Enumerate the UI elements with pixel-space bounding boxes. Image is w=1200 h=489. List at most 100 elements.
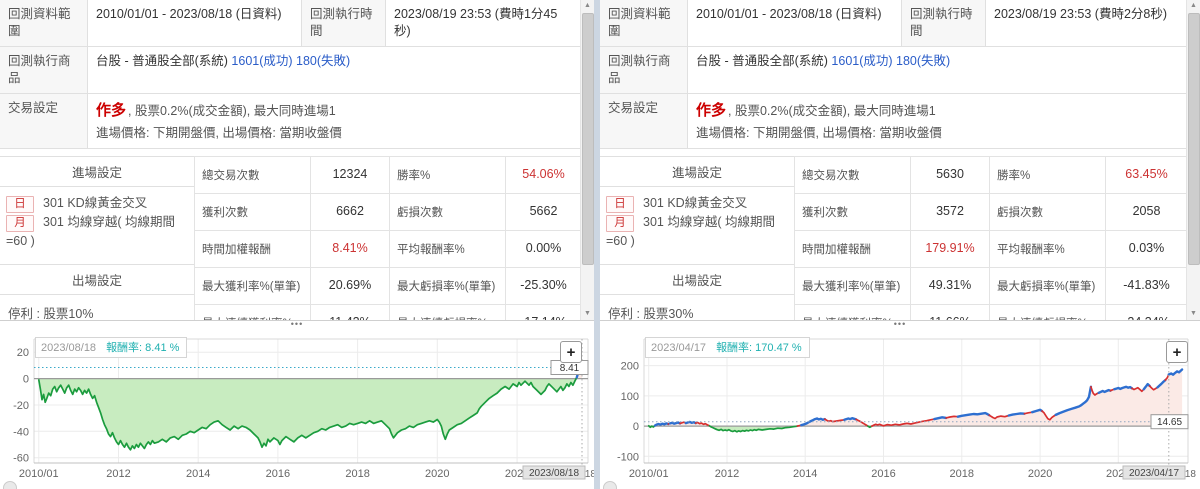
trade-prices: 進場價格: 下期開盤價, 出場價格: 當期收盤價	[696, 125, 942, 140]
info-row-trade-settings: 交易設定 作多, 股票0.2%(成交金額), 最大同時進場1 進場價格: 下期開…	[600, 93, 1187, 149]
product-label: 回測執行商品	[0, 46, 88, 94]
stat-value: -25.30%	[520, 277, 567, 292]
svg-text:2016: 2016	[266, 468, 290, 480]
backtest-panel-left: 回測資料範圍 2010/01/01 - 2023/08/18 (日資料) 回測執…	[0, 0, 600, 489]
stat-label: 獲利次數	[195, 193, 311, 230]
scroll-up-icon[interactable]: ▲	[1190, 2, 1197, 9]
stats-table-row: 最大連續獲利率%11.66%最大連續虧損率%-24.34%	[795, 304, 1187, 320]
stat-label: 總交易次數	[795, 156, 911, 193]
cursor-date: 2023/08/18	[41, 342, 97, 354]
stat-label: 最大連續虧損率%	[390, 304, 506, 320]
splitter-handle-icon[interactable]: •••	[893, 319, 907, 329]
svg-text:14.65: 14.65	[1157, 417, 1182, 428]
exec-time-label: 回測執行時間	[902, 0, 986, 47]
cursor-date: 2023/04/17	[651, 342, 707, 354]
chart-zoom-button[interactable]: +	[1166, 341, 1188, 363]
exec-time-label: 回測執行時間	[302, 0, 386, 47]
stat-value: 3572	[911, 193, 990, 230]
stats-table-row: 最大獲利率%(單筆) 49.31% 最大虧損率%(單筆) -41.83%	[795, 267, 1187, 305]
scroll-down-icon[interactable]: ▼	[1190, 310, 1197, 317]
exec-time-value: 2023/08/19 23:53 (費時1分45秒)	[386, 0, 581, 47]
scrollbar-thumb[interactable]	[582, 13, 594, 265]
stat-value: 8.41%	[311, 230, 390, 267]
exit-rules-list: 停利 : 股票10%停損 : 股票10%	[0, 295, 194, 321]
entry-condition: 月 301 均線穿越( 均線期間=60 )	[6, 213, 190, 251]
vertical-scrollbar[interactable]: ▲ ▼	[1186, 0, 1200, 320]
frequency-badge-icon: 日	[6, 195, 34, 213]
equity-curve-chart[interactable]: 14.65 2010/01 2012 2014 2016 2018 2020 2022 200 1…	[600, 331, 1200, 489]
entry-settings-header: 進場設定	[0, 155, 194, 187]
chart-tooltip: 2023/04/17 報酬率: 170.47 %	[645, 337, 810, 358]
svg-text:2014: 2014	[793, 468, 817, 480]
vertical-scrollbar[interactable]: ▲ ▼	[580, 0, 594, 320]
stats-table-row: 獲利次數 3572 虧損次數 2058	[795, 193, 1187, 231]
splitter-handle-icon[interactable]: •••	[290, 319, 304, 329]
report-pane: 回測資料範圍 2010/01/01 - 2023/08/18 (日資料) 回測執…	[0, 0, 594, 321]
product-result-links[interactable]: 1601(成功) 180(失敗)	[231, 53, 351, 68]
svg-text:8.41: 8.41	[560, 363, 580, 374]
svg-text:2020: 2020	[425, 468, 449, 480]
stat-value: -17.14%	[506, 305, 581, 321]
report-content: 回測資料範圍 2010/01/01 - 2023/08/18 (日資料) 回測執…	[600, 0, 1187, 321]
stat-label: 勝率%	[990, 156, 1106, 193]
stat-label: 最大連續獲利率%	[195, 304, 311, 320]
svg-text:-20: -20	[13, 400, 29, 412]
svg-text:2018: 2018	[345, 468, 369, 480]
stat-label: 總交易次數	[195, 156, 311, 193]
exit-rules-list: 停利 : 股票30%停損 : 股票30%	[600, 295, 794, 321]
info-row-range: 回測資料範圍 2010/01/01 - 2023/08/18 (日資料) 回測執…	[600, 0, 1187, 47]
svg-text:2014: 2014	[186, 468, 210, 480]
svg-text:2018: 2018	[950, 468, 974, 480]
entry-condition: 月 301 均線穿越( 均線期間=60 )	[606, 213, 790, 251]
trade-settings-label: 交易設定	[600, 93, 688, 149]
stat-value: 11.42%	[311, 304, 390, 320]
exit-rule: 停利 : 股票10%	[8, 306, 94, 321]
entry-condition-text: 301 KD線黃金交叉	[43, 195, 148, 210]
entry-condition-text: 301 均線穿越( 均線期間=60 )	[6, 214, 175, 248]
trade-detail: , 股票0.2%(成交金額), 最大同時進場1	[728, 103, 936, 118]
trade-prices: 進場價格: 下期開盤價, 出場價格: 當期收盤價	[96, 125, 342, 140]
product-result-links[interactable]: 1601(成功) 180(失敗)	[831, 53, 951, 68]
backtest-panel-right: 回測資料範圍 2010/01/01 - 2023/08/18 (日資料) 回測執…	[600, 0, 1200, 489]
entry-settings-header: 進場設定	[600, 155, 794, 187]
product-name: 台股 - 普通股全部(系統)	[96, 53, 228, 68]
stat-label: 平均報酬率%	[390, 230, 506, 267]
svg-text:200: 200	[621, 361, 639, 373]
stat-value: 54.06%	[522, 166, 565, 181]
info-row-trade-settings: 交易設定 作多, 股票0.2%(成交金額), 最大同時進場1 進場價格: 下期開…	[0, 93, 581, 149]
trade-settings-value: 作多, 股票0.2%(成交金額), 最大同時進場1 進場價格: 下期開盤價, 出…	[88, 94, 581, 149]
equity-curve-chart[interactable]: 8.41 2010/01 2012 2014 2016 2018 2020 2022 20 0 -2…	[0, 331, 594, 489]
entry-conditions-list: 日 301 KD線黃金交叉月 301 均線穿越( 均線期間=60 )	[0, 187, 194, 264]
svg-text:2010/01: 2010/01	[629, 468, 669, 480]
stat-label: 最大連續虧損率%	[990, 304, 1106, 320]
entry-condition: 日 301 KD線黃金交叉	[6, 194, 190, 213]
scrollbar-thumb[interactable]	[1188, 13, 1200, 265]
stat-label: 勝率%	[390, 156, 506, 193]
frequency-badge-icon: 日	[606, 195, 634, 213]
svg-text:2020: 2020	[1028, 468, 1052, 480]
svg-text:2012: 2012	[715, 468, 739, 480]
product-value: 台股 - 普通股全部(系統) 1601(成功) 180(失敗)	[88, 47, 581, 94]
trade-direction: 作多	[696, 101, 727, 119]
scroll-down-icon[interactable]: ▼	[584, 310, 591, 317]
chart-zoom-button[interactable]: +	[560, 341, 582, 363]
stat-label: 最大獲利率%(單筆)	[195, 267, 311, 304]
svg-text:2016: 2016	[871, 468, 895, 480]
stats-table-row: 總交易次數 12324 勝率% 54.06%	[195, 155, 581, 194]
scroll-up-icon[interactable]: ▲	[584, 2, 591, 9]
stats-table-row: 最大獲利率%(單筆) 20.69% 最大虧損率%(單筆) -25.30%	[195, 267, 581, 305]
settings-and-stats: 進場設定 日 301 KD線黃金交叉月 301 均線穿越( 均線期間=60 ) 出場…	[0, 155, 581, 321]
stat-value: 0.00%	[525, 240, 562, 255]
stat-label: 時間加權報酬	[195, 230, 311, 267]
chart-tooltip: 2023/08/18 報酬率: 8.41 %	[35, 337, 188, 358]
chart-corner-handle[interactable]	[603, 481, 617, 489]
stat-value: -41.83%	[1123, 277, 1170, 292]
stat-value: 6662	[311, 193, 390, 230]
data-range-value: 2010/01/01 - 2023/08/18 (日資料)	[88, 0, 302, 47]
pane-splitter: •••	[0, 319, 594, 331]
chart-corner-handle[interactable]	[3, 481, 17, 489]
stats-table-row: 時間加權報酬 179.91% 平均報酬率% 0.03%	[795, 230, 1187, 268]
svg-text:100: 100	[621, 391, 639, 403]
stat-label: 最大虧損率%(單筆)	[390, 267, 506, 304]
